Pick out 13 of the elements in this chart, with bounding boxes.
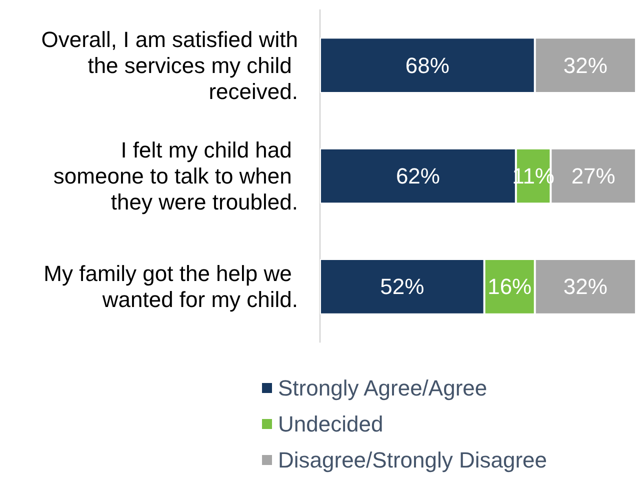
data-label: 32% xyxy=(563,274,608,300)
legend-label: Disagree/Strongly Disagree xyxy=(278,448,548,472)
legend-label: Strongly Agree/Agree xyxy=(278,376,488,400)
data-label: 52% xyxy=(380,274,424,300)
y-tick-label: Overall, I am satisfied with the services my child received. xyxy=(41,26,298,104)
data-label: 27% xyxy=(571,164,616,188)
data-label: 62% xyxy=(396,164,440,188)
legend-label: Undecided xyxy=(278,412,384,436)
data-label: 16% xyxy=(488,274,532,300)
data-label: 32% xyxy=(563,52,608,78)
y-tick-label: I felt my child had someone to talk to when they were troubled. xyxy=(53,138,298,214)
y-tick-label: My family got the help we wanted for my child. xyxy=(44,261,298,312)
data-label: 68% xyxy=(405,52,450,78)
